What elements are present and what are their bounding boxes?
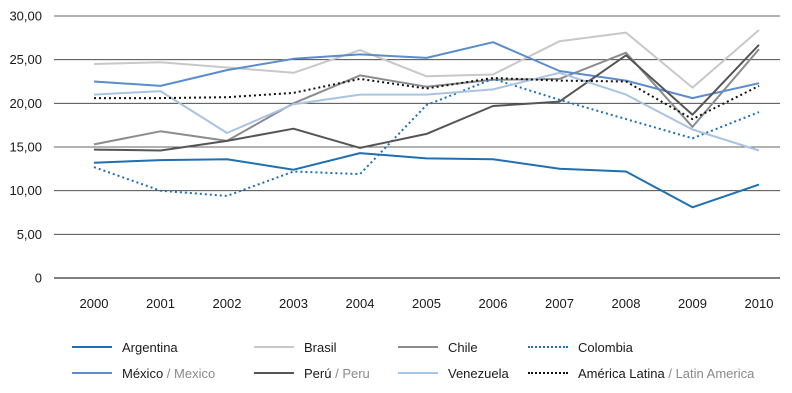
- y-axis-tick-labels: 0 5,00 10,00 15,00 20,00 25,00 30,00: [9, 9, 42, 286]
- x-axis-tick-labels: 2000 2001 2002 2003 2004 2005 2006 2007 2008 2009…: [80, 296, 774, 311]
- y-tick-label: 15,00: [9, 140, 42, 155]
- y-tick-label: 5,00: [17, 227, 42, 242]
- x-tick-label: 2000: [80, 296, 109, 311]
- grid-lines: [54, 15, 780, 279]
- y-tick-label: 0: [35, 271, 42, 286]
- x-tick-label: 2010: [745, 296, 774, 311]
- y-tick-label: 25,00: [9, 52, 42, 67]
- series-line-am-rica-latina: [94, 77, 760, 121]
- x-tick-label: 2009: [678, 296, 707, 311]
- y-tick-label: 30,00: [9, 9, 42, 24]
- y-tick-label: 10,00: [9, 183, 42, 198]
- y-tick-label: 20,00: [9, 96, 42, 111]
- series-line-per-: [93, 44, 760, 152]
- x-tick-label: 2003: [279, 296, 308, 311]
- series-line-m-xico: [93, 41, 760, 100]
- series-line-venezuela: [93, 71, 760, 152]
- series-line-brasil: [93, 29, 760, 89]
- series-line-chile: [93, 48, 760, 146]
- x-tick-label: 2008: [612, 296, 641, 311]
- x-tick-label: 2007: [545, 296, 574, 311]
- series-lines: [93, 29, 760, 209]
- series-line-argentina: [93, 152, 760, 209]
- x-tick-label: 2004: [346, 296, 375, 311]
- x-tick-label: 2002: [213, 296, 242, 311]
- series-line-colombia: [93, 77, 760, 197]
- x-tick-label: 2006: [479, 296, 508, 311]
- x-tick-label: 2001: [146, 296, 175, 311]
- x-tick-label: 2005: [412, 296, 441, 311]
